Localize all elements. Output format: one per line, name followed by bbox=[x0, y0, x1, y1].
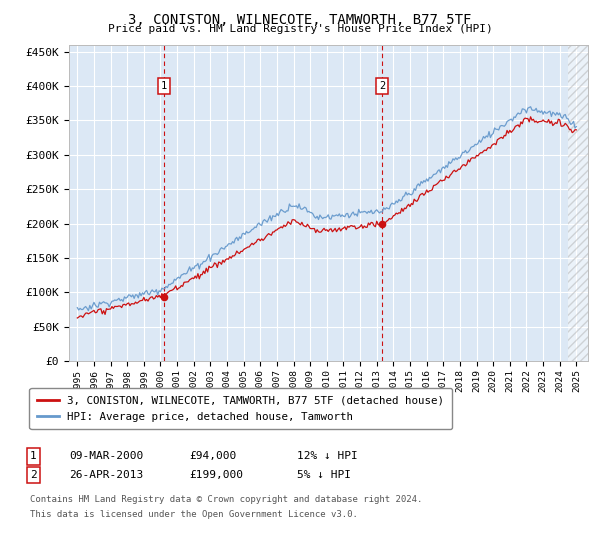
Text: £94,000: £94,000 bbox=[189, 451, 236, 461]
Text: 12% ↓ HPI: 12% ↓ HPI bbox=[297, 451, 358, 461]
Bar bbox=[568, 45, 593, 361]
Legend: 3, CONISTON, WILNECOTE, TAMWORTH, B77 5TF (detached house), HPI: Average price, : 3, CONISTON, WILNECOTE, TAMWORTH, B77 5T… bbox=[29, 388, 452, 430]
Text: 2: 2 bbox=[30, 470, 37, 480]
Text: 5% ↓ HPI: 5% ↓ HPI bbox=[297, 470, 351, 480]
Text: £199,000: £199,000 bbox=[189, 470, 243, 480]
Text: This data is licensed under the Open Government Licence v3.0.: This data is licensed under the Open Gov… bbox=[30, 510, 358, 519]
Text: 3, CONISTON, WILNECOTE, TAMWORTH, B77 5TF: 3, CONISTON, WILNECOTE, TAMWORTH, B77 5T… bbox=[128, 13, 472, 27]
Text: 09-MAR-2000: 09-MAR-2000 bbox=[69, 451, 143, 461]
Text: 2: 2 bbox=[379, 81, 385, 91]
Text: Price paid vs. HM Land Registry's House Price Index (HPI): Price paid vs. HM Land Registry's House … bbox=[107, 24, 493, 34]
Text: 1: 1 bbox=[30, 451, 37, 461]
Text: Contains HM Land Registry data © Crown copyright and database right 2024.: Contains HM Land Registry data © Crown c… bbox=[30, 495, 422, 504]
Text: 26-APR-2013: 26-APR-2013 bbox=[69, 470, 143, 480]
Text: 1: 1 bbox=[161, 81, 167, 91]
